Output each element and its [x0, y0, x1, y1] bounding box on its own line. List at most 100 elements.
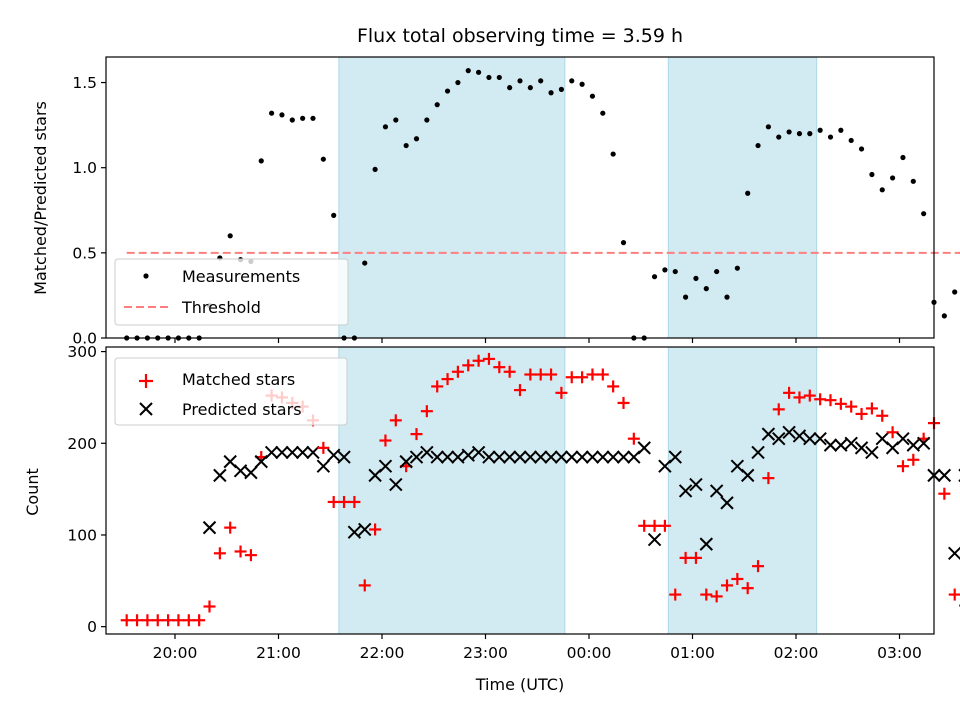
predicted-star-point	[596, 450, 610, 464]
measurement-point	[827, 134, 834, 140]
matched-star-point	[172, 614, 185, 627]
predicted-star-point	[451, 450, 465, 464]
matched-star-point	[224, 521, 237, 534]
matched-star-point	[845, 400, 858, 413]
legend-measurements-label: Measurements	[182, 267, 300, 286]
matched-star-point	[658, 519, 671, 532]
matched-star-point	[514, 384, 526, 397]
bottom-panel: 0 100 200 300 20:00 21:00 22:00 23:00 00:00 01:0…	[23, 343, 960, 694]
matched-star-point	[472, 354, 485, 367]
legend-threshold-label: Threshold	[181, 298, 261, 317]
measurement-point	[455, 79, 461, 86]
measurement-point	[434, 102, 440, 108]
matched-star-point	[151, 614, 164, 627]
predicted-star-point	[347, 525, 362, 539]
legend-predicted-label: Predicted stars	[182, 400, 302, 419]
predicted-star-point	[492, 450, 507, 464]
predicted-star-point	[565, 450, 579, 464]
matched-star-point	[824, 394, 837, 407]
predicted-star-point	[937, 468, 952, 483]
predicted-star-point	[213, 468, 227, 483]
x-tick-label: 01:00	[670, 644, 715, 662]
y-tick-label: 100	[67, 526, 97, 544]
y-tick-label: 300	[67, 343, 97, 361]
measurement-point	[610, 151, 616, 157]
measurement-point	[310, 115, 316, 121]
measurement-point	[600, 110, 606, 116]
predicted-star-point	[233, 464, 248, 478]
matched-star-point	[865, 402, 878, 415]
predicted-star-point	[358, 522, 372, 537]
predicted-star-point	[502, 450, 517, 464]
predicted-star-point	[637, 441, 651, 455]
measurement-point	[921, 211, 927, 217]
measurement-point	[776, 134, 782, 140]
measurement-point	[382, 124, 389, 130]
measurement-point	[848, 137, 854, 144]
measurement-point	[879, 187, 885, 193]
matched-star-point	[855, 407, 868, 420]
matched-star-point	[327, 495, 340, 508]
top-ylabel: Matched/Predicted stars	[31, 101, 50, 295]
matched-star-point	[182, 614, 195, 627]
predicted-star-point	[761, 427, 776, 441]
matched-star-point	[120, 614, 133, 627]
measurement-point	[507, 85, 513, 91]
predicted-star-point	[947, 546, 960, 561]
predicted-star-point	[513, 450, 527, 464]
x-tick-label: 23:00	[463, 644, 508, 662]
predicted-star-point	[544, 450, 558, 464]
matched-star-point	[669, 588, 682, 601]
matched-star-point	[493, 361, 506, 374]
matched-star-point	[607, 380, 620, 393]
measurement-point	[258, 158, 264, 164]
matched-star-point	[379, 434, 392, 447]
predicted-star-point	[554, 450, 569, 464]
measurement-point	[548, 90, 554, 96]
matched-star-point	[721, 579, 733, 592]
predicted-star-point	[264, 445, 279, 460]
matched-star-point	[689, 551, 702, 564]
predicted-star-point	[854, 441, 869, 455]
predicted-star-point	[316, 459, 331, 473]
top-legend-box	[114, 258, 349, 326]
predicted-star-point	[751, 445, 765, 460]
y-tick-label: 1.0	[72, 159, 97, 177]
matched-star-point	[762, 472, 775, 485]
matched-star-point	[793, 391, 806, 404]
shaded-region	[667, 346, 818, 635]
measurement-point	[910, 178, 916, 184]
y-tick-label: 0.5	[72, 244, 97, 262]
predicted-star-point	[326, 448, 341, 462]
measurement-point	[724, 294, 730, 300]
measurement-point	[269, 110, 275, 116]
predicted-star-point	[678, 484, 693, 498]
matched-star-point	[369, 523, 382, 536]
predicted-star-point	[782, 425, 796, 439]
measurement-point	[227, 233, 233, 239]
measurement-point	[320, 156, 326, 162]
predicted-star-point	[606, 450, 620, 464]
matched-star-point	[441, 373, 454, 386]
measurement-point	[476, 69, 482, 75]
predicted-star-point	[399, 454, 413, 469]
x-tick-label: 21:00	[256, 644, 301, 662]
x-tick-label: 03:00	[877, 644, 922, 662]
matched-star-point	[534, 368, 547, 381]
predicted-star-point	[709, 484, 724, 498]
measurement-point	[683, 294, 689, 300]
predicted-star-point	[896, 431, 910, 446]
measurement-point	[755, 142, 761, 149]
matched-star-point	[814, 393, 827, 406]
matched-star-point	[338, 495, 351, 508]
measurement-point	[558, 86, 565, 92]
matched-star-point	[741, 582, 754, 595]
predicted-star-point	[668, 450, 682, 464]
measurement-point	[817, 127, 823, 133]
matched-star-point	[627, 432, 640, 445]
matched-star-point	[783, 386, 796, 399]
matched-star-point	[482, 352, 495, 365]
matched-star-point	[876, 409, 889, 422]
matched-star-point	[213, 547, 226, 560]
bottom-legend: Matched stars Predicted stars	[114, 357, 348, 426]
